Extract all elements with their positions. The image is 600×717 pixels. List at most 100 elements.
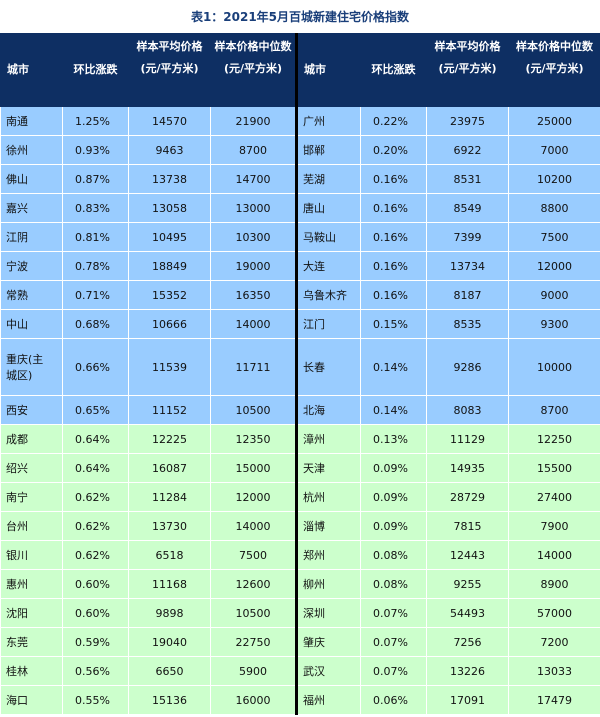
cell-city: 福州 [296, 685, 361, 715]
cell-avg-price: 8531 [426, 164, 509, 194]
cell-median-price: 11711 [210, 338, 298, 396]
table-row: 宁波 0.78% 18849 19000 大连 0.16% 13734 12000 [0, 251, 600, 281]
cell-median-price: 7500 [210, 540, 298, 570]
cell-avg-price: 12225 [128, 424, 211, 454]
table-row: 常熟 0.71% 15352 16350 乌鲁木齐 0.16% 8187 9000 [0, 280, 600, 310]
header-med-label: 样本价格中位数 [214, 40, 292, 53]
cell-city-line1: 重庆(主 [6, 353, 44, 366]
cell-city: 唐山 [296, 193, 361, 223]
cell-city: 江门 [296, 309, 361, 339]
cell-change: 0.16% [360, 193, 427, 223]
cell-avg-price: 13058 [128, 193, 211, 223]
table-row: 佛山 0.87% 13738 14700 芜湖 0.16% 8531 10200 [0, 164, 600, 194]
header-med-label-right: 样本价格中位数 [516, 40, 593, 53]
cell-change: 0.15% [360, 309, 427, 339]
cell-city: 宁波 [0, 251, 63, 281]
cell-avg-price: 13730 [128, 511, 211, 541]
cell-avg-price: 16087 [128, 453, 211, 483]
cell-avg-price: 11284 [128, 482, 211, 512]
cell-change: 0.13% [360, 424, 427, 454]
cell-city: 郑州 [296, 540, 361, 570]
cell-median-price: 27400 [508, 482, 600, 512]
cell-avg-price: 10666 [128, 309, 211, 339]
table-row: 重庆(主 城区) 0.66% 11539 11711 长春 0.14% 9286 10000 [0, 338, 600, 396]
cell-change: 0.65% [62, 395, 129, 425]
cell-avg-price: 9255 [426, 569, 509, 599]
cell-avg-price: 6518 [128, 540, 211, 570]
cell-change: 0.71% [62, 280, 129, 310]
cell-median-price: 22750 [210, 627, 298, 657]
cell-city: 银川 [0, 540, 63, 570]
header-avg-unit-right: (元/平方米) [438, 62, 497, 75]
cell-avg-price: 8535 [426, 309, 509, 339]
cell-city: 桂林 [0, 656, 63, 686]
cell-avg-price: 6922 [426, 135, 509, 165]
cell-avg-price: 13734 [426, 251, 509, 281]
cell-avg-price: 6650 [128, 656, 211, 686]
cell-city: 淄博 [296, 511, 361, 541]
cell-city: 常熟 [0, 280, 63, 310]
cell-change: 0.81% [62, 222, 129, 252]
header-avg-label-right: 样本平均价格 [434, 40, 501, 53]
cell-median-price: 10200 [508, 164, 600, 194]
header-change: 环比涨跌 [62, 33, 129, 107]
cell-avg-price: 17091 [426, 685, 509, 715]
cell-city: 邯郸 [296, 135, 361, 165]
cell-median-price: 9000 [508, 280, 600, 310]
cell-change: 0.07% [360, 627, 427, 657]
header-median-price: 样本价格中位数 (元/平方米) [210, 33, 298, 107]
cell-median-price: 14700 [210, 164, 298, 194]
cell-change: 0.08% [360, 569, 427, 599]
cell-city: 惠州 [0, 569, 63, 599]
cell-city: 漳州 [296, 424, 361, 454]
cell-avg-price: 10495 [128, 222, 211, 252]
cell-city: 中山 [0, 309, 63, 339]
cell-city: 杭州 [296, 482, 361, 512]
cell-median-price: 16000 [210, 685, 298, 715]
table-title: 表1：2021年5月百城新建住宅价格指数 [190, 10, 410, 24]
header-row: 城市 环比涨跌 样本平均价格 (元/平方米) 样本价格中位数 (元/平方米) 城市 … [0, 33, 600, 107]
table-row: 惠州 0.60% 11168 12600 柳州 0.08% 9255 8900 [0, 569, 600, 599]
cell-median-price: 14000 [210, 309, 298, 339]
cell-city: 西安 [0, 395, 63, 425]
cell-change: 0.64% [62, 424, 129, 454]
cell-median-price: 15500 [508, 453, 600, 483]
cell-change: 0.60% [62, 569, 129, 599]
cell-avg-price: 9898 [128, 598, 211, 628]
cell-city: 嘉兴 [0, 193, 63, 223]
table-row: 桂林 0.56% 6650 5900 武汉 0.07% 13226 13033 [0, 656, 600, 686]
cell-median-price: 8700 [210, 135, 298, 165]
cell-city: 柳州 [296, 569, 361, 599]
price-index-table: 城市 环比涨跌 样本平均价格 (元/平方米) 样本价格中位数 (元/平方米) 城市 … [0, 33, 600, 715]
header-avg-unit: (元/平方米) [140, 62, 199, 75]
cell-change: 0.14% [360, 338, 427, 396]
cell-change: 0.16% [360, 280, 427, 310]
cell-median-price: 12350 [210, 424, 298, 454]
cell-change: 0.93% [62, 135, 129, 165]
cell-median-price: 10500 [210, 598, 298, 628]
cell-change: 0.56% [62, 656, 129, 686]
cell-median-price: 14000 [508, 540, 600, 570]
cell-change: 0.16% [360, 251, 427, 281]
cell-median-price: 57000 [508, 598, 600, 628]
cell-change: 1.25% [62, 106, 129, 136]
table-row: 银川 0.62% 6518 7500 郑州 0.08% 12443 14000 [0, 540, 600, 570]
cell-city: 广州 [296, 106, 361, 136]
cell-city: 绍兴 [0, 453, 63, 483]
cell-change: 0.07% [360, 598, 427, 628]
table-row: 西安 0.65% 11152 10500 北海 0.14% 8083 8700 [0, 395, 600, 425]
header-med-unit: (元/平方米) [223, 62, 283, 75]
cell-city: 深圳 [296, 598, 361, 628]
cell-avg-price: 12443 [426, 540, 509, 570]
table-row: 台州 0.62% 13730 14000 淄博 0.09% 7815 7900 [0, 511, 600, 541]
cell-city: 乌鲁木齐 [296, 280, 361, 310]
cell-city: 芜湖 [296, 164, 361, 194]
cell-change: 0.68% [62, 309, 129, 339]
cell-city: 重庆(主 城区) [0, 338, 63, 396]
table-row: 绍兴 0.64% 16087 15000 天津 0.09% 14935 15500 [0, 453, 600, 483]
header-median-price-right: 样本价格中位数 (元/平方米) [508, 33, 600, 107]
cell-median-price: 21900 [210, 106, 298, 136]
header-avg-price: 样本平均价格 (元/平方米) [128, 33, 211, 107]
cell-avg-price: 11168 [128, 569, 211, 599]
cell-change: 0.09% [360, 482, 427, 512]
